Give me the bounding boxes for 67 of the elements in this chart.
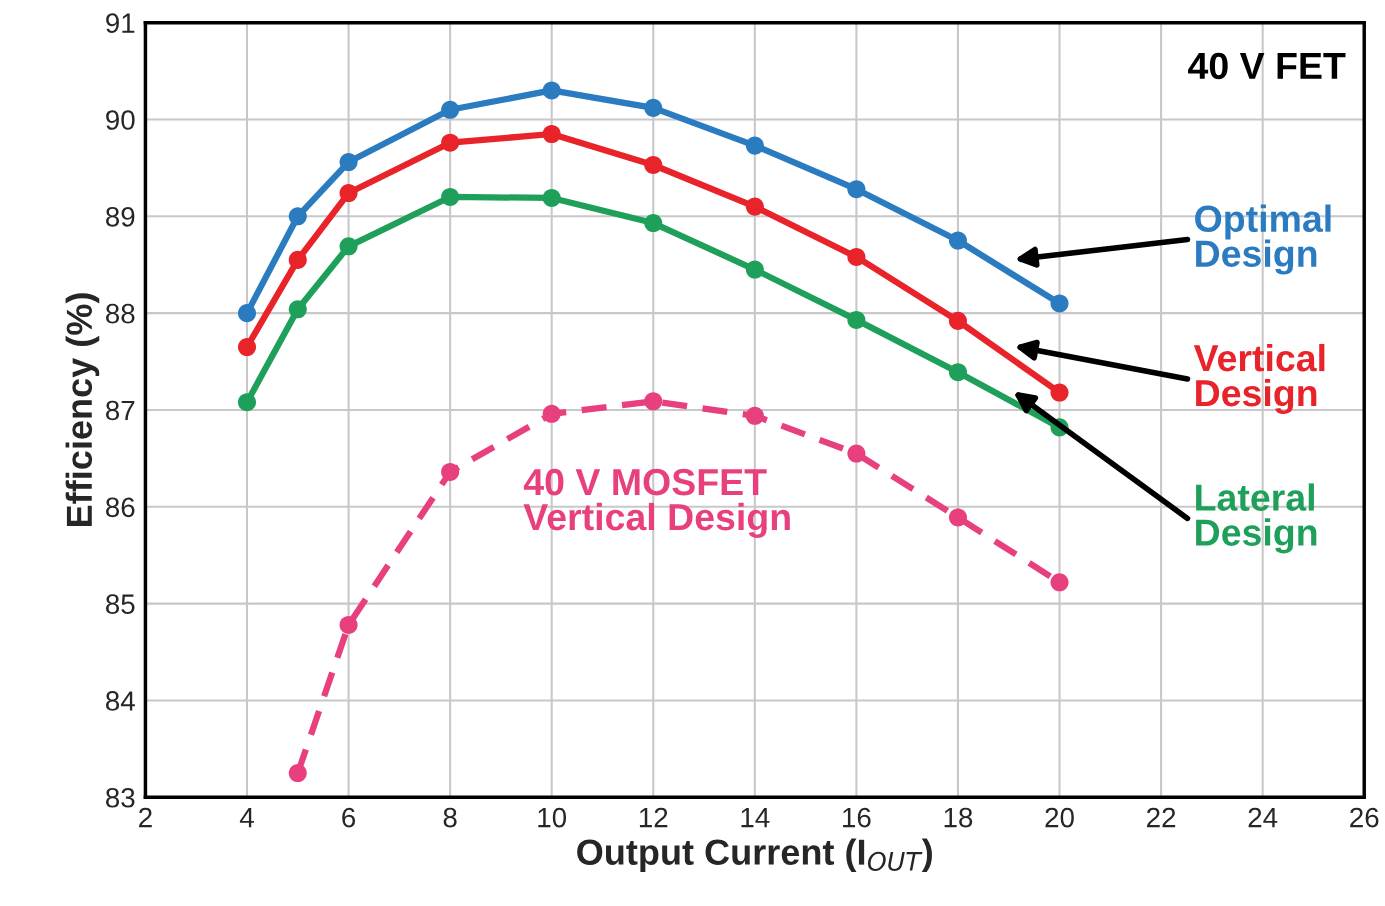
y-tick-label: 90 [106, 110, 135, 130]
text: Optimal Design [1195, 204, 1331, 275]
y-tick-label: 91 [106, 13, 135, 33]
y-tick-label: 83 [106, 787, 135, 808]
annotation: 40 V FET [1188, 52, 1346, 80]
x-axis-title: Output Current (I$_{OUT}$) [577, 838, 932, 873]
point [441, 100, 460, 119]
point [948, 231, 967, 250]
series-label: 40 V MOSFET Vertical Design [523, 468, 790, 538]
x-tick-label: 12 [639, 807, 668, 828]
x-tick-label: 14 [741, 808, 770, 828]
point [745, 197, 764, 216]
x-tick-label: 16 [843, 807, 871, 828]
point [441, 133, 460, 152]
y-tick-label: 86 [106, 497, 135, 518]
x-tick-label: 2 [139, 807, 152, 828]
text: Lateral Design [1196, 483, 1317, 554]
point [542, 404, 561, 423]
point [847, 444, 866, 463]
point [948, 311, 967, 330]
y-axis-title: Efficiency (%) [65, 293, 100, 526]
point [339, 153, 358, 172]
y-tick-label: 84 [106, 691, 135, 711]
point [237, 304, 257, 323]
x-tick-label: 22 [1147, 807, 1176, 828]
point [948, 508, 967, 527]
point [339, 615, 358, 634]
point [1050, 573, 1069, 592]
point [745, 260, 764, 279]
point [847, 310, 866, 329]
point [288, 207, 307, 226]
point [288, 300, 307, 319]
point [339, 237, 358, 256]
point [542, 188, 561, 207]
y-tick-label: 85 [106, 594, 135, 614]
point [644, 214, 663, 233]
point [237, 393, 257, 412]
point [745, 136, 764, 155]
point [339, 184, 358, 203]
y-tick-label: 89 [106, 206, 135, 227]
y-tick-label: 87 [106, 400, 135, 421]
point [644, 155, 663, 175]
point [441, 462, 460, 481]
point [1050, 383, 1069, 402]
x-tick-label: 8 [443, 807, 457, 828]
point [542, 81, 561, 100]
point [288, 250, 307, 269]
x-tick-label: 20 [1045, 807, 1074, 828]
x-tick-label: 26 [1350, 807, 1379, 828]
point [237, 338, 257, 357]
point [441, 187, 460, 206]
point [745, 406, 764, 425]
x-tick-label: 24 [1248, 807, 1278, 828]
point [948, 363, 967, 382]
text: Vertical Design [1193, 343, 1325, 415]
x-tick-label: 4 [239, 808, 254, 828]
point [644, 98, 663, 117]
y-tick-label: 88 [106, 303, 135, 324]
point [1050, 294, 1069, 313]
x-tick-label: 6 [342, 807, 356, 828]
point [542, 124, 561, 144]
point [847, 247, 866, 266]
point [644, 392, 663, 411]
point [288, 764, 307, 783]
x-tick-label: 18 [944, 807, 973, 828]
point [847, 180, 866, 199]
x-tick-label: 10 [538, 807, 567, 828]
